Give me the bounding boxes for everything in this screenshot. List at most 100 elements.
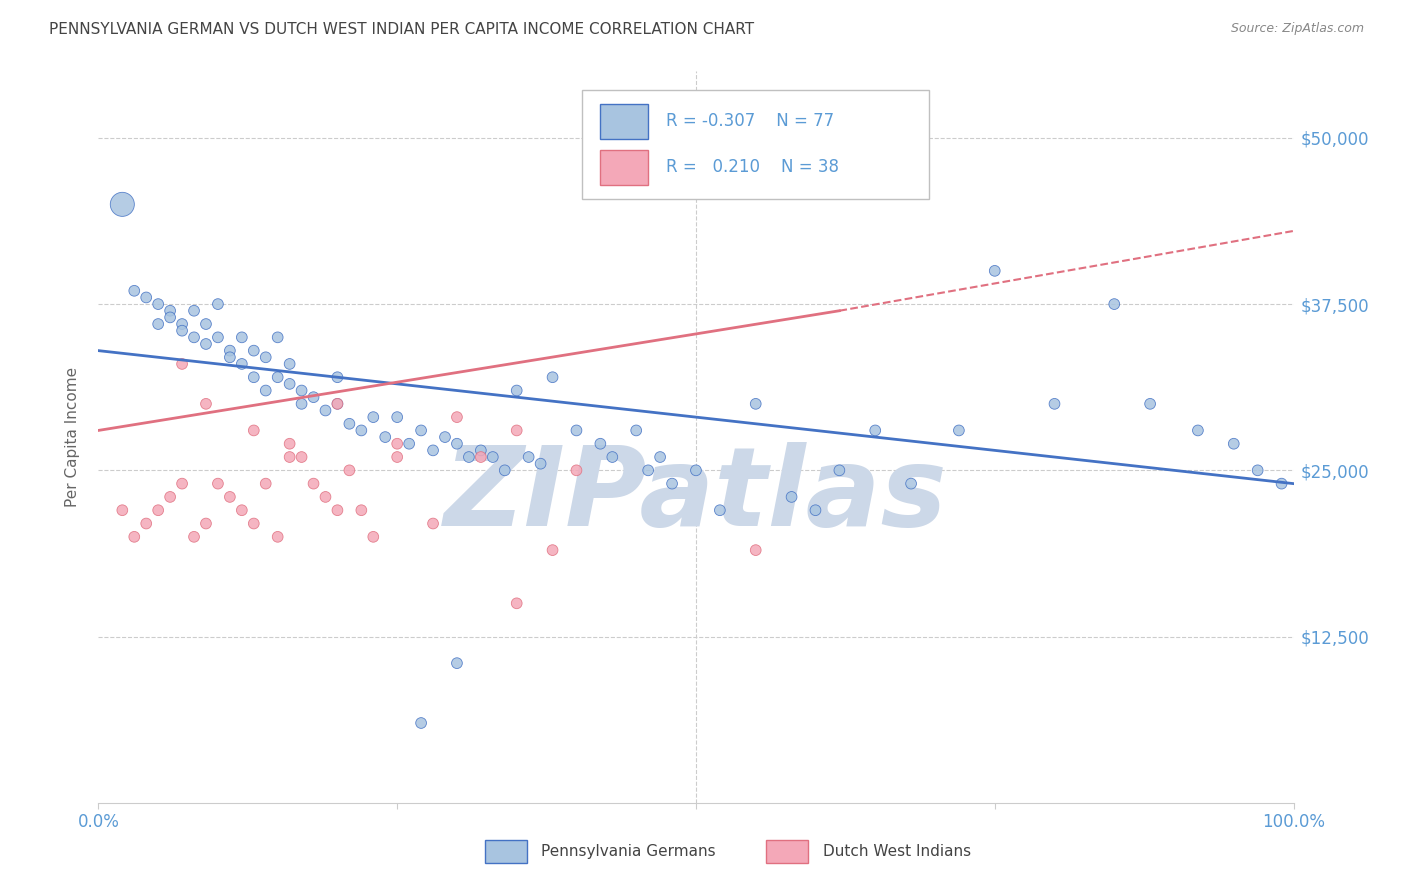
Point [470, 450, 492, 464]
Point [804, 503, 827, 517]
Point [254, 384, 277, 398]
Point [385, 436, 409, 450]
Point [172, 476, 194, 491]
Point [385, 410, 409, 425]
Point [135, 516, 157, 531]
Point [517, 450, 540, 464]
Point [291, 384, 314, 398]
Point [315, 490, 337, 504]
Point [243, 343, 266, 358]
Point [267, 370, 290, 384]
Point [291, 397, 314, 411]
Point [231, 357, 253, 371]
Point [411, 716, 433, 731]
Point [302, 390, 325, 404]
Point [589, 436, 612, 450]
Point [1104, 297, 1126, 311]
Point [661, 476, 683, 491]
FancyBboxPatch shape [600, 150, 648, 185]
Point [111, 503, 134, 517]
Point [481, 450, 505, 464]
Point [254, 476, 277, 491]
Point [1043, 397, 1066, 411]
Point [207, 297, 229, 311]
Point [530, 457, 553, 471]
Point [183, 303, 205, 318]
Text: R = -0.307    N = 77: R = -0.307 N = 77 [666, 112, 834, 130]
Point [565, 424, 588, 438]
Point [111, 197, 134, 211]
Point [984, 264, 1007, 278]
Point [302, 476, 325, 491]
Point [183, 330, 205, 344]
Y-axis label: Per Capita Income: Per Capita Income [65, 367, 80, 508]
Text: Dutch West Indians: Dutch West Indians [823, 845, 970, 859]
Point [1271, 476, 1294, 491]
Point [195, 337, 218, 351]
Point [363, 410, 385, 425]
Point [446, 656, 468, 670]
Point [422, 516, 444, 531]
Point [948, 424, 970, 438]
Point [195, 516, 218, 531]
Point [865, 424, 887, 438]
Point [494, 463, 516, 477]
Point [411, 424, 433, 438]
Point [243, 516, 266, 531]
Point [506, 384, 529, 398]
Point [326, 397, 349, 411]
Point [434, 430, 457, 444]
Point [339, 417, 361, 431]
Point [159, 490, 181, 504]
Point [172, 324, 194, 338]
Point [637, 463, 659, 477]
Point [219, 351, 242, 365]
Point [374, 430, 396, 444]
Point [183, 530, 205, 544]
Point [159, 310, 181, 325]
Point [148, 503, 170, 517]
Point [148, 317, 170, 331]
Point [278, 450, 301, 464]
Point [291, 450, 314, 464]
Point [326, 370, 349, 384]
Point [278, 376, 301, 391]
Point [1139, 397, 1161, 411]
FancyBboxPatch shape [600, 103, 648, 138]
Point [470, 443, 492, 458]
Point [243, 370, 266, 384]
Point [398, 436, 420, 450]
Point [458, 450, 481, 464]
FancyBboxPatch shape [582, 90, 929, 200]
Point [326, 503, 349, 517]
Point [506, 424, 529, 438]
Point [124, 530, 146, 544]
Point [363, 530, 385, 544]
Text: Pennsylvania Germans: Pennsylvania Germans [541, 845, 716, 859]
Point [385, 450, 409, 464]
Point [1187, 424, 1209, 438]
Point [172, 317, 194, 331]
Point [135, 290, 157, 304]
Point [541, 543, 564, 558]
Point [350, 424, 373, 438]
Point [828, 463, 851, 477]
Point [254, 351, 277, 365]
Point [243, 424, 266, 438]
Point [1247, 463, 1270, 477]
Point [267, 530, 290, 544]
Point [148, 297, 170, 311]
Text: ZIPatlas: ZIPatlas [444, 442, 948, 549]
Point [865, 157, 887, 171]
Point [326, 397, 349, 411]
Point [207, 330, 229, 344]
Text: PENNSYLVANIA GERMAN VS DUTCH WEST INDIAN PER CAPITA INCOME CORRELATION CHART: PENNSYLVANIA GERMAN VS DUTCH WEST INDIAN… [49, 22, 755, 37]
Point [231, 503, 253, 517]
Point [709, 503, 731, 517]
Point [195, 397, 218, 411]
Point [446, 436, 468, 450]
Point [339, 463, 361, 477]
Point [900, 476, 922, 491]
Point [172, 357, 194, 371]
Point [685, 463, 707, 477]
